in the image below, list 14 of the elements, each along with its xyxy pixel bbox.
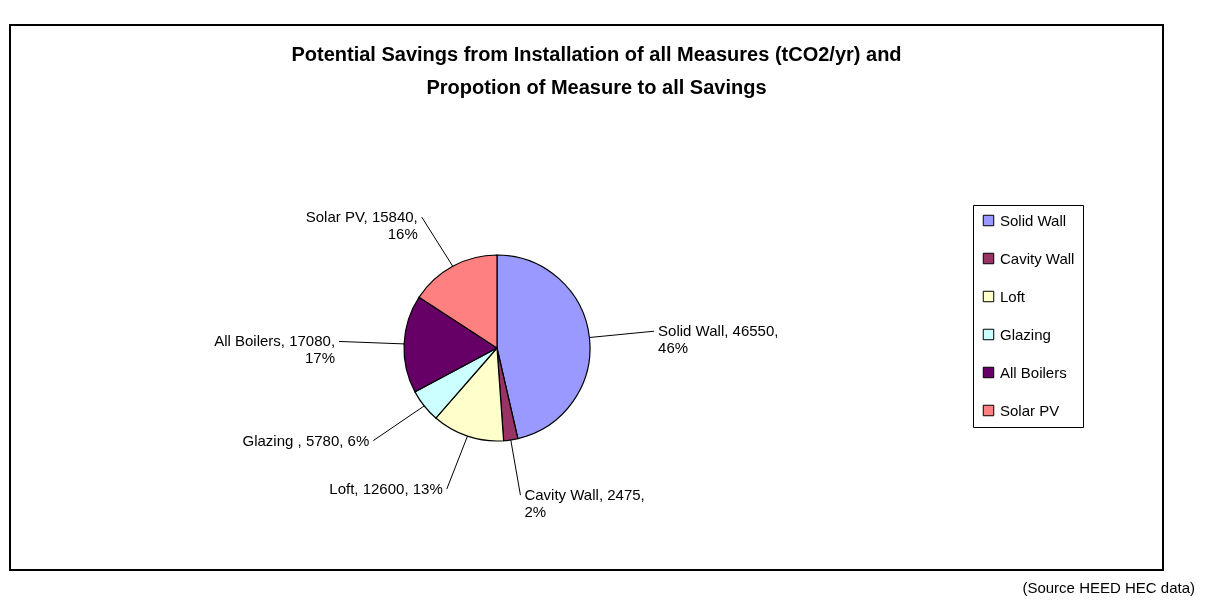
legend-label: All Boilers	[1000, 363, 1067, 381]
data-label: Glazing , 5780, 6%	[242, 431, 370, 449]
text: (Source HEED HEC data)	[1022, 579, 1195, 596]
chart-title: Potential Savings from Installation of all Measures (tCO2/yr) and Propotion of Measure to all Savings	[291, 43, 902, 98]
data-label: All Boilers, 17080, 17%	[214, 332, 336, 367]
legend-label: Solar PV	[1000, 401, 1060, 419]
legend-label: Cavity Wall	[1000, 249, 1075, 267]
data-label: Solar PV, 15840, 16%	[305, 208, 418, 243]
data-label: Cavity Wall, 2475, 2%	[524, 486, 645, 521]
legend-label: Loft	[1000, 287, 1026, 305]
data-label: Solid Wall, 46550, 46%	[658, 322, 779, 357]
legend-label: Glazing	[1000, 325, 1051, 343]
legend-label: Solid Wall	[1000, 211, 1067, 229]
data-label: Loft, 12600, 13%	[329, 480, 443, 498]
